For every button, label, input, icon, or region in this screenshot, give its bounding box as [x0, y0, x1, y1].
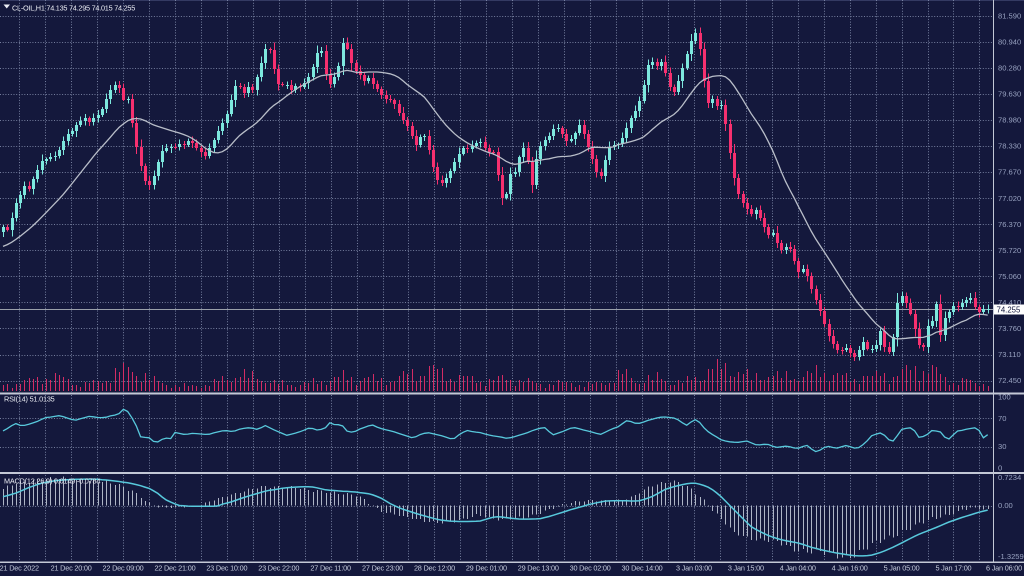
svg-text:74.410: 74.410 — [998, 298, 1021, 307]
svg-text:RSI(14) 51.0135: RSI(14) 51.0135 — [4, 395, 55, 404]
svg-text:75.060: 75.060 — [998, 272, 1021, 281]
svg-text:29 Dec 13:00: 29 Dec 13:00 — [518, 564, 559, 573]
svg-text:3 Jan 15:00: 3 Jan 15:00 — [728, 564, 764, 573]
svg-text:73.760: 73.760 — [998, 324, 1021, 333]
svg-text:CL-OIL,H1 74.135 74.295 74.01: CL-OIL,H1 74.135 74.295 74.015 74.255 — [12, 4, 135, 13]
svg-text:6 Jan 06:00: 6 Jan 06:00 — [986, 564, 1022, 573]
svg-text:23 Dec 22:00: 23 Dec 22:00 — [258, 564, 299, 573]
svg-text:78.980: 78.980 — [998, 116, 1021, 125]
svg-text:30 Dec 14:00: 30 Dec 14:00 — [622, 564, 663, 573]
svg-text:70: 70 — [998, 414, 1006, 423]
svg-text:78.330: 78.330 — [998, 142, 1021, 151]
svg-text:21 Dec 2022: 21 Dec 2022 — [0, 564, 39, 573]
svg-text:28 Dec 12:00: 28 Dec 12:00 — [414, 564, 455, 573]
svg-text:21 Dec 20:00: 21 Dec 20:00 — [51, 564, 92, 573]
svg-text:23 Dec 10:00: 23 Dec 10:00 — [206, 564, 247, 573]
svg-text:100: 100 — [998, 393, 1011, 402]
svg-text:30: 30 — [998, 442, 1006, 451]
svg-text:4 Jan 04:00: 4 Jan 04:00 — [780, 564, 816, 573]
svg-text:81.590: 81.590 — [998, 12, 1021, 21]
svg-text:80.940: 80.940 — [998, 38, 1021, 47]
svg-text:74.255: 74.255 — [997, 306, 1022, 315]
svg-text:80.280: 80.280 — [998, 64, 1021, 73]
svg-text:29 Dec 01:00: 29 Dec 01:00 — [466, 564, 507, 573]
svg-text:5 Jan 05:00: 5 Jan 05:00 — [884, 564, 920, 573]
svg-text:3 Jan 03:00: 3 Jan 03:00 — [676, 564, 712, 573]
svg-text:MACD(12,26,9) 0.0149 -0.0784: MACD(12,26,9) 0.0149 -0.0784 — [4, 477, 100, 486]
svg-text:77.020: 77.020 — [998, 194, 1021, 203]
svg-text:22 Dec 09:00: 22 Dec 09:00 — [103, 564, 144, 573]
svg-text:77.670: 77.670 — [998, 168, 1021, 177]
svg-text:27 Dec 11:00: 27 Dec 11:00 — [310, 564, 351, 573]
svg-text:30 Dec 02:00: 30 Dec 02:00 — [570, 564, 611, 573]
svg-text:0.00: 0.00 — [998, 501, 1013, 510]
svg-text:27 Dec 23:00: 27 Dec 23:00 — [362, 564, 403, 573]
svg-text:22 Dec 21:00: 22 Dec 21:00 — [154, 564, 195, 573]
svg-text:-1.3259: -1.3259 — [998, 552, 1024, 561]
svg-text:76.370: 76.370 — [998, 220, 1021, 229]
svg-text:75.720: 75.720 — [998, 246, 1021, 255]
svg-text:4 Jan 16:00: 4 Jan 16:00 — [832, 564, 868, 573]
svg-text:73.110: 73.110 — [998, 350, 1021, 359]
svg-text:79.630: 79.630 — [998, 90, 1021, 99]
svg-text:72.450: 72.450 — [998, 376, 1021, 385]
svg-text:5 Jan 17:00: 5 Jan 17:00 — [935, 564, 971, 573]
svg-text:0: 0 — [998, 464, 1002, 473]
svg-text:0.7234: 0.7234 — [998, 473, 1021, 482]
